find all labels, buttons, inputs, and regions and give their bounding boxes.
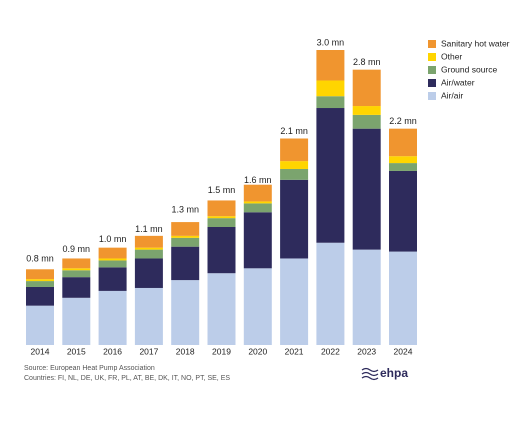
total-label: 1.1 mn [135, 224, 163, 234]
total-label: 0.9 mn [63, 244, 91, 254]
bar-segment [207, 216, 236, 219]
bar-segment [389, 170, 417, 252]
bar-segment [62, 270, 91, 278]
bar-segment [171, 235, 200, 238]
total-label: 3.0 mn [317, 37, 345, 47]
total-label: 2.1 mn [280, 126, 308, 136]
bar-segment [98, 290, 127, 345]
bar-segment [26, 279, 54, 282]
bar-segment [280, 161, 309, 169]
legend-swatch [428, 92, 436, 100]
x-tick-label: 2015 [67, 346, 86, 356]
bar-segment [171, 246, 200, 281]
bar-segment [134, 258, 163, 288]
bar-segment [26, 305, 54, 345]
logo: ehpa [380, 366, 408, 380]
bar-segment [280, 168, 309, 180]
bar-segment [352, 249, 381, 345]
legend-swatch [428, 66, 436, 74]
legend-label: Other [441, 51, 462, 61]
x-tick-label: 2014 [31, 346, 50, 356]
x-tick-label: 2024 [394, 346, 413, 356]
x-tick-label: 2017 [139, 346, 158, 356]
x-tick-label: 2016 [103, 346, 122, 356]
legend-label: Air/air [441, 90, 463, 100]
bar-segment [62, 297, 91, 345]
total-label: 1.6 mn [244, 175, 272, 185]
bar-segment [352, 128, 381, 250]
total-label: 0.8 mn [26, 254, 54, 264]
legend-swatch [428, 79, 436, 87]
bar-segment [243, 203, 272, 213]
bar-segment [26, 286, 54, 306]
bar-segment [280, 138, 309, 162]
logo-waves [361, 367, 379, 381]
bar-segment [207, 273, 236, 345]
bar-segment [352, 106, 381, 115]
bar-segment [134, 287, 163, 345]
bar-segment [243, 212, 272, 269]
bar-segment [98, 267, 127, 291]
bar-segment [98, 258, 127, 261]
bar-segment [62, 268, 91, 271]
bar-segment [389, 251, 417, 345]
bar-segment [389, 156, 417, 164]
bar-segment [352, 69, 381, 107]
bar-segment [389, 163, 417, 171]
bar-segment [316, 50, 345, 81]
bar-segment [98, 260, 127, 268]
legend-label: Air/water [441, 77, 475, 87]
bar-segment [207, 218, 236, 227]
bar-segment [207, 227, 236, 274]
bar-segment [98, 247, 127, 259]
x-tick-label: 2019 [212, 346, 231, 356]
legend-label: Sanitary hot water [441, 38, 510, 48]
bar-segment [243, 268, 272, 345]
bar-segment [389, 128, 417, 157]
bar-segment [352, 114, 381, 129]
legend-swatch [428, 53, 436, 61]
bar-segment [280, 179, 309, 259]
bar-segment [26, 269, 54, 280]
x-tick-label: 2023 [357, 346, 376, 356]
total-label: 1.0 mn [99, 234, 127, 244]
bar-segment [207, 200, 236, 217]
bar-segment [26, 281, 54, 287]
bar-segment [243, 201, 272, 204]
bar-segment [171, 237, 200, 247]
x-tick-label: 2020 [248, 346, 267, 356]
total-label: 1.5 mn [208, 185, 236, 195]
bar-segment [316, 80, 345, 97]
x-tick-label: 2022 [321, 346, 340, 356]
x-tick-label: 2018 [176, 346, 195, 356]
bar-segment [171, 280, 200, 345]
bar-segment [62, 258, 91, 269]
x-tick-label: 2021 [285, 346, 304, 356]
bar-segment [134, 249, 163, 259]
bar-segment [280, 258, 309, 345]
total-label: 2.8 mn [353, 57, 381, 67]
countries-note: Countries: FI, NL, DE, UK, FR, PL, AT, B… [24, 375, 230, 382]
bar-segment [62, 277, 91, 298]
legend-label: Ground source [441, 64, 497, 74]
bar-segment [316, 108, 345, 243]
bar-segment [316, 242, 345, 345]
total-label: 1.3 mn [171, 205, 199, 215]
source-note: Source: European Heat Pump Association [24, 365, 155, 372]
bar-segment [171, 222, 200, 236]
bar-segment [243, 184, 272, 202]
legend-swatch [428, 40, 436, 48]
bar-segment [134, 235, 163, 248]
bar-segment [134, 247, 163, 250]
bar-segment [316, 96, 345, 109]
total-label: 2.2 mn [389, 116, 417, 126]
